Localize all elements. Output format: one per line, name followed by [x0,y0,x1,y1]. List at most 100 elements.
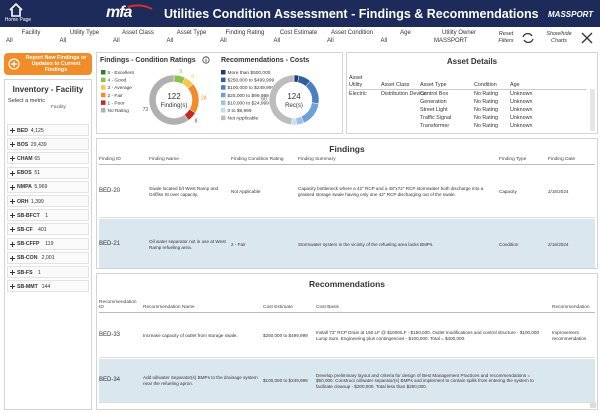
home-icon[interactable] [8,3,24,17]
item-name[interactable]: SB-FS [17,269,33,276]
reset-icon[interactable] [521,31,535,45]
filter-label[interactable]: Finding Rating [225,30,265,36]
table-cell: Oil water separator not in use at West R… [149,219,227,268]
item-name[interactable]: SB-BFCT [17,212,40,219]
inventory-item[interactable]: SB-FS 1 [7,266,89,278]
inventory-item[interactable]: SB-CON 2,001 [7,251,89,264]
item-name[interactable]: ORH [17,198,29,205]
filter-label[interactable]: Facility [21,30,41,36]
item-name[interactable]: SB-MMT [17,283,38,290]
expand-icon[interactable] [10,227,15,233]
item-count[interactable]: 2,001 [41,255,55,262]
expand-icon[interactable] [10,284,15,290]
cell-text: Not Applicable [231,189,261,195]
scroll-arrow[interactable] [590,402,596,408]
expand-icon[interactable] [10,142,15,148]
asset-details-panel: Asset Details Asset Utility Asset Class Ass… [346,52,598,134]
filter-value[interactable]: All [6,38,13,44]
reset-filters[interactable]: Reset Filters [498,31,514,44]
filter-label[interactable]: Asset Condition [330,30,374,36]
center-total: 122 [167,92,181,101]
table-row[interactable] [99,359,595,403]
filter-value[interactable]: All [166,38,174,44]
table-cell: No Rating [474,91,498,97]
center-total: 124 [287,92,301,101]
item-count[interactable]: 65 [34,155,41,162]
filter-value[interactable]: All [113,38,120,44]
cell-text: BED-33 [99,332,121,339]
filter-value[interactable]: All [220,38,227,44]
cell-text: $250,000 to $499,999 [263,333,308,339]
filter-label[interactable]: Asset Type [176,30,207,36]
item-count[interactable]: 1 [38,269,41,276]
expand-icon[interactable] [10,270,15,275]
item-count[interactable]: 1 [45,212,49,219]
item-count[interactable]: 119 [45,241,54,248]
inventory-item[interactable]: EBOS 51 [7,166,89,179]
item-name[interactable]: CHAM [17,155,33,162]
item-name[interactable]: BOS [17,141,29,148]
filter-value[interactable]: All [380,38,388,44]
filter-value[interactable]: MASSPORT [434,38,468,44]
item-name[interactable]: NMPA [17,184,32,191]
filter-label[interactable]: Asset Class [122,30,154,36]
expand-icon[interactable] [10,199,15,204]
inventory-item[interactable]: CHAM 65 [7,152,89,165]
filter-value[interactable]: All [59,38,67,44]
scrollbar[interactable] [590,89,595,131]
cell-text: BED-21 [99,241,121,248]
item-count[interactable]: 144 [41,283,51,290]
item-count[interactable]: 5,969 [34,184,48,191]
expand-icon[interactable] [10,156,15,162]
inventory-item[interactable]: SB-CF 401 [7,223,89,236]
table-cell: BED-33 [99,314,139,358]
item-count[interactable]: 4,125 [30,127,44,134]
filter-label[interactable]: Cost Estimate [279,30,318,36]
column-header-text: Cost Basis [316,305,339,311]
filter-label[interactable]: Utility Owner [441,30,476,36]
home-label[interactable]: Home Page [4,17,32,23]
expand-icon[interactable] [10,184,15,190]
inventory-item[interactable]: SB-CFFP 119 [7,237,89,250]
inventory-item[interactable]: SB-BFCT 1 [7,209,89,222]
item-name[interactable]: EBOS [17,170,32,177]
report-button-label[interactable]: Report New Findings or Updates to Curren… [25,55,87,73]
filter-label[interactable]: Age [400,30,411,36]
close-icon[interactable] [581,32,593,44]
inventory-item[interactable]: BED 4,125 [7,124,89,136]
table-row[interactable] [99,219,595,268]
item-count[interactable]: 29,439 [30,141,47,148]
inventory-item[interactable]: NMPA 5,969 [7,180,89,193]
cell-text: 2/16/2024 [548,189,569,195]
inventory-item[interactable]: SB-MMT 144 [7,280,89,293]
cell-text: Condition [499,242,519,248]
table-title: Findings [329,144,365,154]
inventory-item[interactable]: ORH 1,399 [7,195,89,207]
expand-icon[interactable] [10,213,15,219]
expand-icon[interactable] [10,170,15,176]
expand-icon[interactable] [10,241,15,247]
legend-swatch [221,70,226,75]
item-count[interactable]: 51 [34,170,41,177]
item-count[interactable]: 1,399 [30,198,44,205]
legend-label: 2 - Fair [108,93,124,99]
table-row[interactable] [99,166,595,218]
table-row[interactable] [99,314,595,358]
item-name[interactable]: SB-CFFP [17,241,40,248]
item-count[interactable]: 401 [38,226,47,233]
inventory-item[interactable]: BOS 29,439 [7,138,89,151]
toggle-charts[interactable]: Show/hide Charts [546,31,572,44]
item-name[interactable]: SB-CF [17,226,33,233]
filter-value[interactable]: All [327,38,334,44]
legend-swatch [221,108,226,113]
column-header: Asset Utility [349,75,363,88]
filter-value[interactable]: All [273,38,281,44]
expand-icon[interactable] [10,128,15,133]
table-cell: 2/16/2024 [548,166,596,218]
table-cell: 2/16/2024 [548,219,596,268]
expand-icon[interactable] [10,255,15,261]
item-name[interactable]: BED [17,127,28,134]
filter-label[interactable]: Utility Type [69,30,100,36]
report-button[interactable]: Report New Findings or Updates to Curren… [4,53,92,75]
item-name[interactable]: SB-CON [17,255,38,262]
